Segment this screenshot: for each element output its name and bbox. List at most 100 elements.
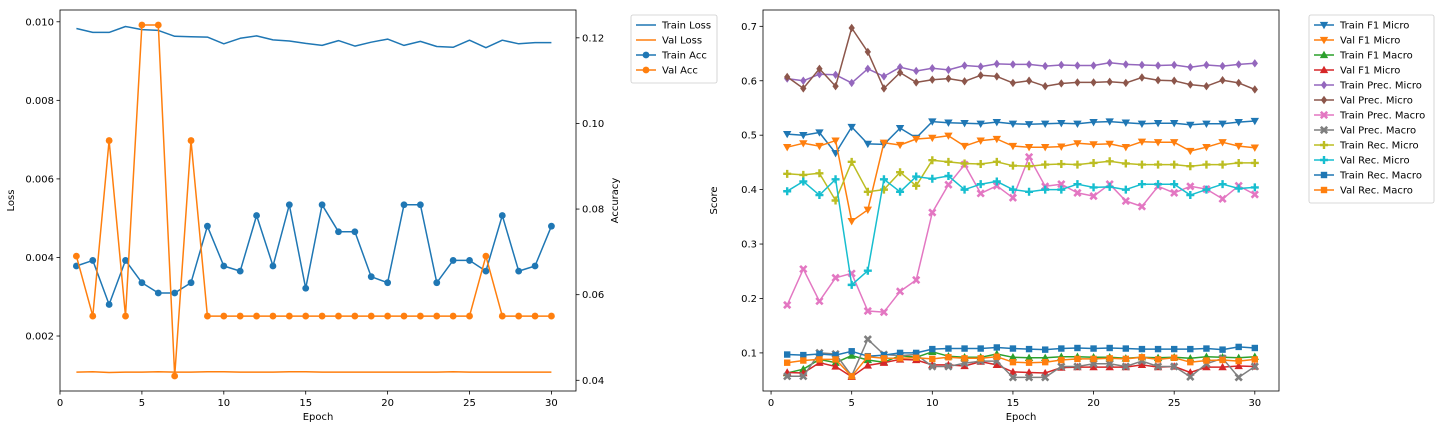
data-point [977, 71, 984, 80]
data-point [816, 356, 823, 363]
legend-box [1308, 14, 1435, 204]
data-point [1121, 119, 1131, 127]
data-point [1105, 118, 1114, 126]
legend-swatch-marker [642, 66, 650, 74]
data-point [1121, 196, 1130, 206]
legend-label: Val Prec. Micro [1340, 96, 1413, 107]
data-point [1170, 160, 1179, 169]
data-point [896, 349, 904, 357]
data-point [831, 175, 840, 184]
data-point [1025, 345, 1033, 353]
data-point [154, 21, 162, 29]
legend-entry: Val Acc [636, 66, 698, 77]
legend-swatch-marker [1319, 125, 1329, 135]
y-right-tick-label: 0.08 [582, 205, 604, 216]
data-point [847, 157, 856, 166]
score-legend: Train F1 Micro Val F1 Micro Train F1 Macro… [1308, 14, 1435, 204]
data-point [367, 312, 375, 320]
data-point [1041, 346, 1049, 353]
legend-entry: Train Rec. Micro [1314, 141, 1419, 152]
data-point [1042, 61, 1049, 71]
legend-label: Train Rec. Micro [1339, 141, 1419, 152]
data-point [961, 61, 968, 70]
data-point [1121, 185, 1130, 194]
data-point [187, 279, 195, 287]
data-point [928, 362, 937, 371]
data-point [1025, 187, 1034, 196]
data-point [89, 257, 97, 264]
data-point [449, 312, 457, 320]
data-point [800, 76, 807, 85]
x-tick-label: 30 [545, 398, 558, 409]
data-point [1024, 353, 1034, 361]
data-point [879, 185, 888, 194]
data-point [895, 287, 905, 296]
legend-label: Train F1 Micro [1339, 21, 1409, 32]
data-point [1057, 120, 1066, 128]
data-point [204, 312, 211, 320]
legend-entry: Train F1 Macro [1314, 51, 1413, 62]
legend-label: Val Loss [662, 36, 702, 47]
legend-label: Train Prec. Macro [1339, 111, 1425, 122]
data-point [815, 191, 824, 200]
data-point [1089, 183, 1098, 192]
plot-frame [59, 9, 577, 392]
data-point [1170, 362, 1179, 371]
data-point [515, 312, 523, 320]
data-point [1090, 355, 1097, 363]
data-point [1186, 372, 1195, 381]
data-point [1219, 346, 1226, 353]
data-point [1251, 344, 1259, 352]
series-val-rec-micro [783, 172, 1259, 289]
legend-entry: Val F1 Micro [1314, 36, 1400, 47]
y-right-tick-label: 0.04 [582, 376, 604, 387]
series-val-loss [76, 371, 552, 374]
data-point [253, 312, 260, 320]
data-point [1024, 121, 1034, 129]
data-point [466, 257, 473, 264]
data-point [1138, 354, 1146, 361]
x-axis-label: Epoch [303, 412, 334, 423]
y-right-tick-label: 0.10 [582, 119, 604, 130]
data-point [993, 72, 1000, 81]
series-line [786, 27, 1256, 91]
data-point [302, 284, 310, 292]
y-tick-label: 0.008 [25, 96, 54, 107]
data-point [302, 312, 310, 320]
data-point [1250, 362, 1259, 371]
data-point [253, 212, 260, 219]
data-point [1057, 362, 1066, 371]
data-point [992, 157, 1001, 166]
data-point [863, 140, 873, 149]
data-point [236, 312, 244, 320]
data-point [1219, 76, 1226, 85]
data-point [896, 355, 904, 362]
data-point [992, 177, 1001, 186]
data-point [1008, 367, 1018, 376]
data-point [1041, 160, 1050, 169]
data-point [992, 118, 1002, 127]
data-point [960, 361, 969, 370]
data-point [1089, 192, 1098, 201]
data-point [1106, 355, 1113, 362]
data-point [384, 312, 392, 320]
x-tick-label: 25 [1168, 398, 1181, 409]
legend-label: Train Rec. Macro [1339, 171, 1422, 182]
data-point [1074, 344, 1081, 352]
data-point [945, 74, 952, 83]
data-point [782, 130, 792, 139]
data-point [848, 373, 855, 380]
data-point [1251, 85, 1258, 94]
data-point [72, 252, 80, 260]
data-point [848, 78, 855, 88]
legend-label: Train Acc [661, 51, 707, 62]
data-point [138, 21, 146, 29]
data-point [863, 361, 873, 369]
data-point [1154, 76, 1162, 85]
data-point [1202, 120, 1211, 128]
data-point [1153, 139, 1163, 147]
x-tick-label: 10 [926, 398, 939, 409]
x-tick-label: 20 [381, 398, 394, 409]
data-point [928, 134, 937, 143]
